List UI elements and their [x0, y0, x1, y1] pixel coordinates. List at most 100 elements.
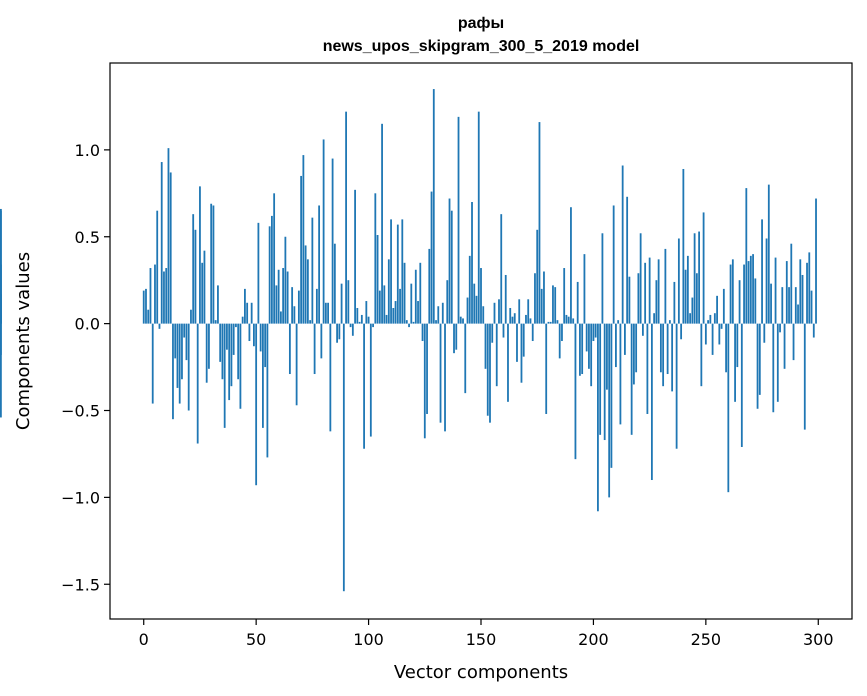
bar: [547, 321, 550, 324]
bar: [302, 155, 305, 324]
bar: [145, 288, 147, 324]
bar: [226, 323, 228, 350]
bar: [178, 323, 181, 404]
bar: [484, 323, 487, 369]
bar: [493, 302, 496, 324]
x-tick-label: 250: [691, 630, 722, 649]
bar: [673, 281, 676, 324]
bar: [142, 290, 145, 324]
bar: [588, 323, 590, 369]
bar: [255, 323, 258, 486]
bar: [772, 323, 775, 413]
bar: [396, 224, 399, 324]
bar: [504, 274, 507, 324]
bar: [147, 309, 150, 324]
bar: [282, 268, 285, 324]
bar: [725, 323, 727, 373]
bar: [641, 323, 644, 336]
bar: [563, 268, 566, 324]
bar: [680, 323, 683, 340]
bar: [767, 184, 770, 324]
bar: [457, 116, 460, 324]
bar: [803, 323, 806, 430]
bar: [657, 259, 660, 324]
bar: [387, 259, 390, 324]
bar: [713, 313, 716, 324]
bar: [392, 307, 395, 324]
bar: [336, 323, 338, 343]
bar: [432, 89, 435, 324]
bar: [516, 323, 518, 362]
bar: [333, 243, 336, 324]
bar: [592, 323, 595, 342]
bar: [475, 295, 478, 324]
bar: [702, 212, 705, 324]
bar: [727, 323, 730, 493]
bar: [253, 323, 255, 347]
bar: [239, 323, 242, 409]
bar: [450, 210, 453, 324]
x-tick-label: 300: [803, 630, 834, 649]
bar: [172, 323, 174, 420]
bar: [749, 255, 752, 324]
bar: [232, 323, 235, 355]
bar: [597, 323, 599, 512]
bar: [561, 323, 563, 342]
bar: [158, 323, 161, 329]
bar: [448, 198, 451, 324]
bar: [720, 323, 723, 329]
bar: [806, 262, 808, 324]
bar: [421, 323, 424, 342]
bar: [190, 309, 192, 324]
bar: [655, 280, 658, 324]
bar: [624, 323, 626, 355]
bar: [270, 215, 273, 324]
bar: [466, 297, 469, 324]
bar: [745, 188, 748, 324]
bar: [414, 269, 417, 324]
bar: [324, 302, 327, 324]
bar: [322, 139, 325, 324]
bar: [356, 307, 359, 324]
bar: [358, 321, 361, 324]
bar: [495, 323, 498, 387]
y-tick-label: −0.5: [61, 402, 100, 421]
bar: [815, 198, 817, 324]
bar: [779, 323, 781, 333]
bar: [385, 314, 388, 324]
bar: [167, 148, 170, 324]
bar: [545, 323, 548, 414]
bar: [417, 301, 419, 324]
bar: [527, 299, 530, 324]
bar: [174, 323, 177, 359]
bar: [347, 280, 350, 324]
bar: [383, 285, 386, 324]
bar: [349, 323, 352, 328]
bar: [621, 165, 624, 324]
bar: [246, 302, 249, 324]
bar: [711, 323, 714, 355]
bar: [693, 233, 696, 324]
bar: [250, 302, 253, 324]
bar: [653, 313, 656, 324]
bar: [743, 264, 745, 324]
chart-title: рафы: [458, 15, 504, 32]
bar: [340, 283, 343, 324]
bar: [288, 323, 291, 375]
bar: [266, 323, 269, 458]
bar: [770, 283, 772, 324]
bar: [637, 273, 640, 324]
bar: [214, 320, 217, 324]
bar: [644, 262, 647, 324]
bar: [329, 323, 332, 432]
bar: [241, 316, 244, 324]
x-tick-label: 0: [139, 630, 149, 649]
y-tick-label: −1.0: [61, 488, 100, 507]
bar: [318, 205, 321, 324]
bar: [529, 318, 532, 324]
chart-subtitle: news_upos_skipgram_300_5_2019 model: [323, 38, 640, 55]
bar: [194, 229, 197, 324]
bar: [619, 323, 622, 425]
bar: [689, 313, 692, 324]
